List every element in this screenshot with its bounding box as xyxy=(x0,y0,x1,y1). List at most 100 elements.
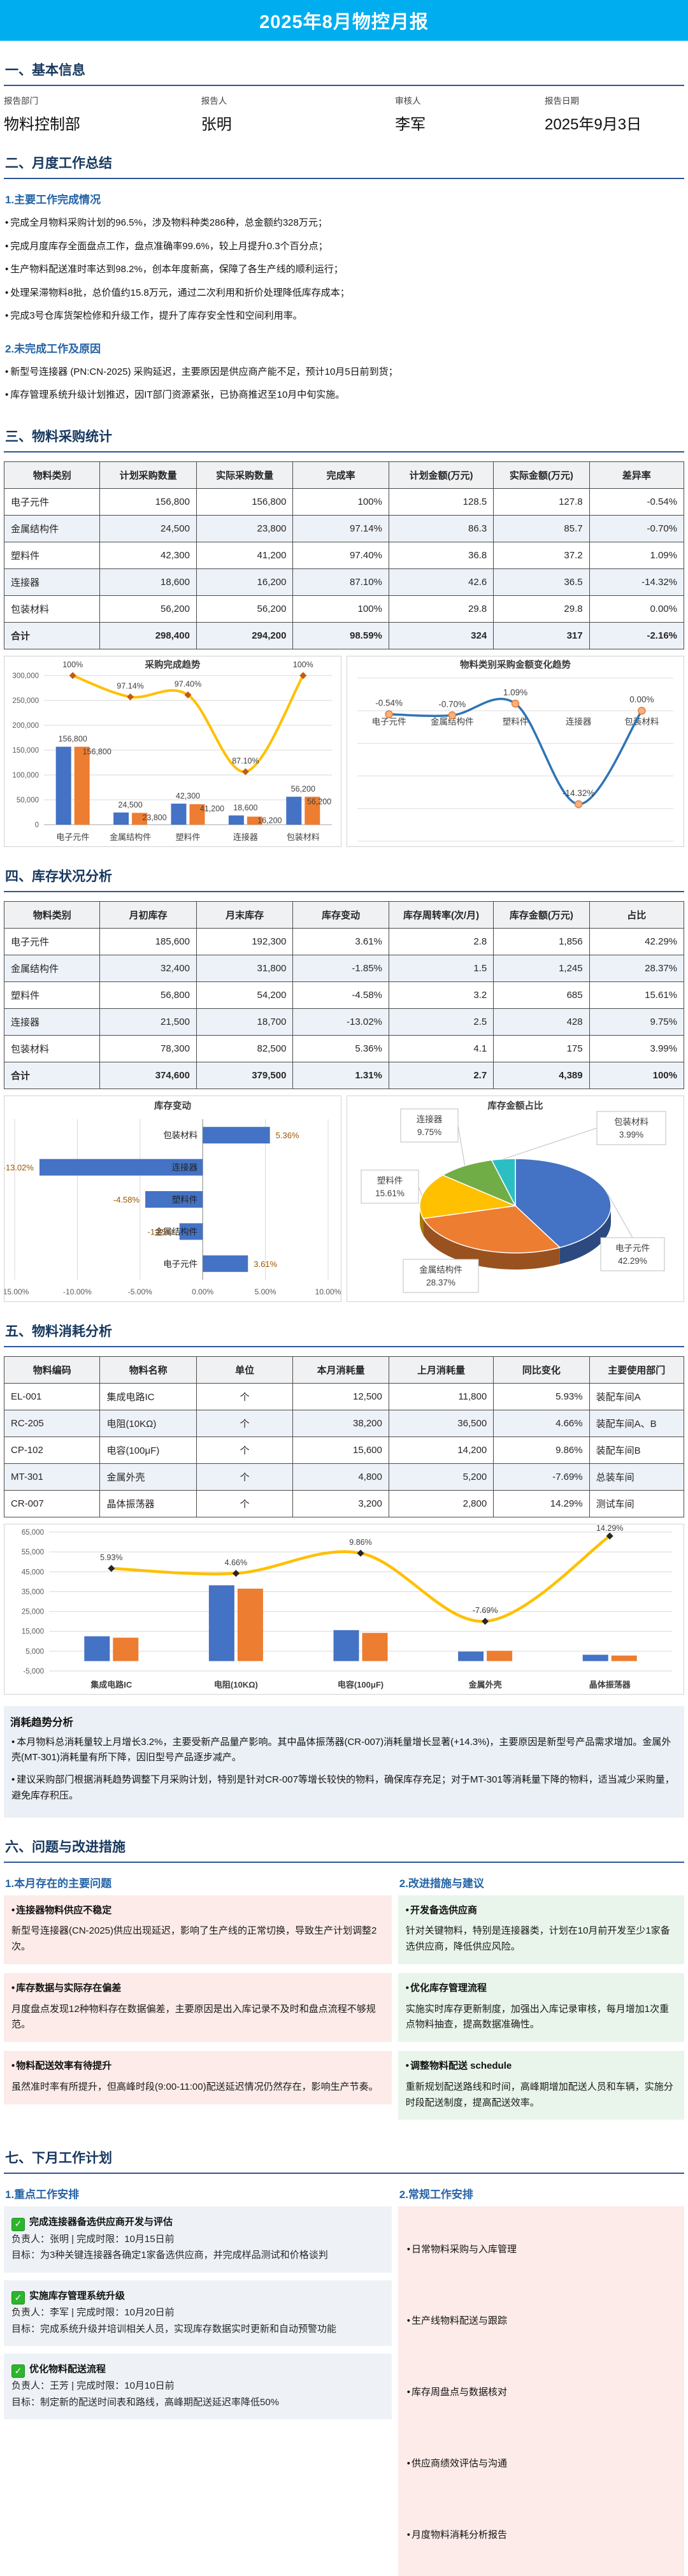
purchase-trend-chart: 采购完成趋势 0 50,000 100,000 150,000 200,000 250,00… xyxy=(12,659,332,842)
basic-info-label: 报告部门 xyxy=(4,96,38,106)
table-cell: -1.85% xyxy=(292,954,389,982)
table-row: 塑料件 56,800 54,200 -4.58% 3.2 685 15.61% xyxy=(3,981,685,1009)
improvement-card-body: 重新规划配送路线和时间，高峰期增加配送人员和车辆，实施分时段配送制度，提高配送效… xyxy=(405,2081,673,2108)
svg-text:4.66%: 4.66% xyxy=(225,1558,247,1567)
svg-text:金属结构件: 金属结构件 xyxy=(110,832,151,842)
svg-text:0.00%: 0.00% xyxy=(629,695,654,704)
svg-text:-13.02%: -13.02% xyxy=(4,1162,34,1172)
section-plans: 七、下月工作计划 1.重点工作安排 ✓ 完成连接器备选供应商开发与评估 负责人：张明… xyxy=(0,2145,688,2576)
svg-text:库存变动: 库存变动 xyxy=(154,1100,191,1111)
table-cell: 4,800 xyxy=(292,1463,389,1491)
trend-analysis-heading: 消耗趋势分析 xyxy=(10,1716,73,1728)
svg-text:-5,000: -5,000 xyxy=(23,1668,44,1675)
table-cell: 集成电路IC xyxy=(99,1382,197,1410)
table-cell: 428 xyxy=(493,1008,590,1036)
table-cell: 15,600 xyxy=(292,1436,389,1464)
table-cell: 14,200 xyxy=(388,1436,494,1464)
svg-text:-7.69%: -7.69% xyxy=(473,1605,498,1614)
plans-right-column: 2.常规工作安排 日常物料采购与入库管理生产线物料配送与跟踪库存周盘点与数据核对… xyxy=(398,2174,684,2576)
issue-card-body: 虽然准时率有所提升，但高峰时段(9:00-11:00)配送延迟情况仍然存在，影响… xyxy=(11,2081,378,2092)
column-header: 库存金额(万元) xyxy=(493,901,590,929)
table-cell: 31,800 xyxy=(196,954,294,982)
table-row: 金属结构件 24,500 23,800 97.14% 86.3 85.7 -0.70% xyxy=(3,514,685,542)
consumption-trend-chart-box: -5,000 5,000 15,000 25,000 35,000 45,000 55,00… xyxy=(4,1523,684,1695)
svg-text:45,000: 45,000 xyxy=(22,1568,44,1576)
table-row: 连接器 18,600 16,200 87.10% 42.6 36.5 -14.32% xyxy=(3,568,685,596)
improvement-card: 调整物料配送 schedule 重新规划配送路线和时间，高峰期增加配送人员和车辆，… xyxy=(398,2051,684,2120)
table-cell: 100% xyxy=(589,1061,685,1089)
table-cell: 78,300 xyxy=(99,1034,197,1062)
svg-text:金属结构件: 金属结构件 xyxy=(431,717,474,727)
table-cell: 总装车间 xyxy=(589,1463,685,1491)
svg-text:97.14%: 97.14% xyxy=(117,681,143,690)
table-cell: 个 xyxy=(196,1489,294,1517)
consumption-trend-chart: -5,000 5,000 15,000 25,000 35,000 45,000 55,00… xyxy=(22,1524,672,1690)
key-task-title-row: ✓ 优化物料配送流程 xyxy=(11,2361,384,2378)
routine-tasks-heading: 2.常规工作安排 xyxy=(399,2189,473,2201)
table-cell: 100% xyxy=(292,595,389,623)
procurement-charts-row: 采购完成趋势 0 50,000 100,000 150,000 200,000 250,00… xyxy=(4,655,684,847)
column-header: 计划金额(万元) xyxy=(388,461,494,489)
table-cell: 86.3 xyxy=(388,514,494,542)
table-cell: 42,300 xyxy=(99,541,197,569)
table-cell: RC-205 xyxy=(3,1409,101,1437)
undone-item: 新型号连接器 (PN:CN-2025) 采购延迟，主要原因是供应商产能不足，预计… xyxy=(4,361,684,384)
table-cell: 9.75% xyxy=(589,1008,685,1036)
table-cell: 1,245 xyxy=(493,954,590,982)
svg-text:5.93%: 5.93% xyxy=(100,1553,122,1562)
svg-text:156,800: 156,800 xyxy=(59,734,87,743)
done-item: 完成月度库存全面盘点工作，盘点准确率99.6%，较上月提升0.3个百分点； xyxy=(4,235,684,259)
table-cell: 127.8 xyxy=(493,488,590,516)
table-cell: 测试车间 xyxy=(589,1489,685,1517)
table-cell: 685 xyxy=(493,981,590,1009)
table-total-row: 合计 374,600 379,500 1.31% 2.7 4,389 100% xyxy=(3,1061,685,1089)
improvement-card-body: 实施实时库存更新制度，加强出入库记录审核，每月增加1次重点物料抽查，提高数据准确… xyxy=(405,2003,670,2030)
column-header: 同比变化 xyxy=(493,1356,590,1384)
basic-info-field: 报告人 张明 xyxy=(201,94,395,134)
problems-left-column: 1.本月存在的主要问题 连接器物料供应不稳定新型号连接器(CN-2025)供应出… xyxy=(4,1863,392,2113)
table-cell: 317 xyxy=(493,621,590,649)
table-cell: -0.70% xyxy=(589,514,685,542)
table-cell: 金属结构件 xyxy=(3,514,101,542)
issue-card-title: 库存数据与实际存在偏差 xyxy=(11,1981,384,1997)
column-header: 月末库存 xyxy=(196,901,294,929)
svg-text:-14.32%: -14.32% xyxy=(563,788,594,797)
key-task-title: 实施库存管理系统升级 xyxy=(29,2290,125,2301)
svg-text:-5.00%: -5.00% xyxy=(128,1287,152,1296)
basic-info-field: 报告日期 2025年9月3日 xyxy=(545,94,684,134)
svg-text:晶体振荡器: 晶体振荡器 xyxy=(589,1680,631,1690)
table-cell: 1,856 xyxy=(493,927,590,955)
svg-text:35,000: 35,000 xyxy=(22,1588,44,1596)
inventory-charts-row: 库存变动 -15.00% -10.00% -5.00% 0.00% 5.00% 10.00%… xyxy=(4,1095,684,1302)
svg-text:15.61%: 15.61% xyxy=(375,1189,405,1198)
table-cell: 54,200 xyxy=(196,981,294,1009)
key-tasks-list: ✓ 完成连接器备选供应商开发与评估 负责人：张明 | 完成时限：10月15日前 目标：… xyxy=(4,2206,392,2427)
table-cell: 32,400 xyxy=(99,954,197,982)
issue-card: 物料配送效率有待提升虽然准时率有所提升，但高峰时段(9:00-11:00)配送延… xyxy=(4,2051,392,2104)
table-cell: 电阻(10KΩ) xyxy=(99,1409,197,1437)
checkbox-checked-icon: ✓ xyxy=(11,2217,25,2231)
section-monthly-summary: 二、月度工作总结 1.主要工作完成情况 完成全月物料采购计划的96.5%，涉及物… xyxy=(0,150,688,407)
issues-heading: 1.本月存在的主要问题 xyxy=(5,1877,112,1890)
svg-text:连接器: 连接器 xyxy=(233,832,258,842)
section-problems: 六、问题与改进措施 1.本月存在的主要问题 连接器物料供应不稳定新型号连接器(C… xyxy=(0,1834,688,2129)
table-row: 塑料件 42,300 41,200 97.40% 36.8 37.2 1.09% xyxy=(3,541,685,569)
table-row: 连接器 21,500 18,700 -13.02% 2.5 428 9.75% xyxy=(3,1008,685,1036)
table-cell: 28.37% xyxy=(589,954,685,982)
table-cell: 379,500 xyxy=(196,1061,294,1089)
table-cell: 97.14% xyxy=(292,514,389,542)
table-cell: 装配车间B xyxy=(589,1436,685,1464)
svg-text:连接器: 连接器 xyxy=(417,1114,443,1124)
key-task-card: ✓ 优化物料配送流程 负责人：王芳 | 完成时限：10月10日前 目标：制定新的配送时… xyxy=(4,2354,392,2420)
section-procurement: 三、物料采购统计 物料类别 计划采购数量 实际采购数量 完成率 计划金额(万元) 实际金额… xyxy=(0,424,688,847)
table-cell: 56,800 xyxy=(99,981,197,1009)
svg-text:0.00%: 0.00% xyxy=(192,1287,213,1296)
routine-task-item: 生产线物料配送与跟踪 xyxy=(407,2313,675,2327)
column-header: 完成率 xyxy=(292,461,389,489)
basic-info-value: 李军 xyxy=(395,116,426,133)
trend-analysis-list: 本月物料总消耗量较上月增长3.2%，主要受新产品量产影响。其中晶体振荡器(CR-… xyxy=(10,1732,678,1807)
table-cell: 15.61% xyxy=(589,981,685,1009)
svg-text:150,000: 150,000 xyxy=(12,747,39,755)
table-cell: 个 xyxy=(196,1436,294,1464)
svg-text:塑料件: 塑料件 xyxy=(175,832,200,842)
